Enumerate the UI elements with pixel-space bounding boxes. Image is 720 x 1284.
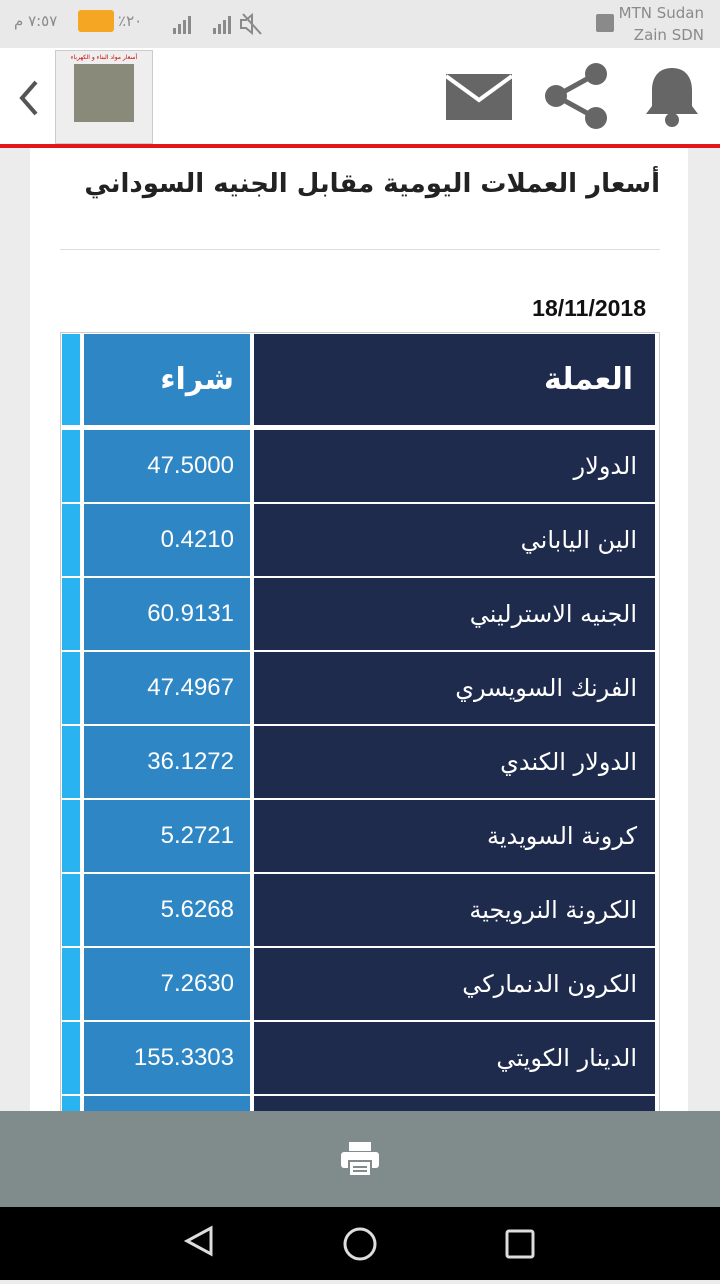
row-strip — [62, 652, 80, 724]
buy-rate: 47.4967 — [84, 652, 250, 724]
time: ٧:٥٧ م — [14, 12, 58, 30]
facebook-icon — [596, 14, 614, 32]
nav-buttons — [183, 1225, 535, 1261]
carrier: Zain SDN — [633, 26, 704, 44]
home-nav[interactable] — [343, 1227, 377, 1261]
header-cell: شراء — [84, 334, 250, 425]
buy-rate: 155.3303 — [84, 1022, 250, 1094]
buy-rate: 0.4210 — [84, 504, 250, 576]
logo: أسعار مواد البناء و الكهرباء — [55, 50, 153, 144]
buy-rate: 7.2630 — [84, 948, 250, 1020]
row-strip — [62, 874, 80, 946]
buy-rate: 5.6268 — [84, 874, 250, 946]
mail-button[interactable] — [444, 70, 514, 124]
currency-name: الدولار الكندي — [254, 726, 655, 798]
carrier: MTN Sudan — [618, 4, 704, 22]
currency-name: الين الياباني — [254, 504, 655, 576]
currency-name: الدينار الكويتي — [254, 1022, 655, 1094]
back-button[interactable] — [14, 78, 44, 118]
notification-button[interactable] — [644, 64, 700, 128]
row-strip — [62, 726, 80, 798]
bottom-bar — [0, 1111, 720, 1207]
currency-name: الجنيه الاسترليني — [254, 578, 655, 650]
divider — [60, 249, 660, 250]
back-nav[interactable] — [183, 1225, 213, 1257]
currency-name: الكرونة النرويجية — [254, 874, 655, 946]
battery: ٢٠٪ — [118, 12, 143, 30]
currency-name: الكرون الدنماركي — [254, 948, 655, 1020]
rates-table: شراء العملة 47.5000 الدولار 0.4210 الين الي… — [60, 332, 660, 1168]
row-strip — [62, 948, 80, 1020]
logo-title: أسعار مواد البناء و الكهرباء — [70, 54, 138, 61]
share-button[interactable] — [542, 60, 612, 130]
recents-nav[interactable] — [505, 1229, 535, 1259]
row-strip — [62, 1022, 80, 1094]
buy-rate: 47.5000 — [84, 430, 250, 502]
status-bar: ٧:٥٧ م ٢٠٪ MTN Sudan Zain SDN — [0, 0, 720, 48]
buy-rate: 36.1272 — [84, 726, 250, 798]
print-button[interactable] — [340, 1141, 380, 1177]
logo-image — [74, 64, 134, 122]
header-cell: العملة — [254, 334, 655, 425]
currency-name: الدولار — [254, 430, 655, 502]
row-strip — [62, 430, 80, 502]
row-strip — [62, 504, 80, 576]
currency-name: الفرنك السويسري — [254, 652, 655, 724]
date: 18/11/2018 — [532, 295, 646, 321]
nav-bar — [0, 1207, 720, 1280]
buy-rate: 60.9131 — [84, 578, 250, 650]
buy-rate: 5.2721 — [84, 800, 250, 872]
battery-icon — [78, 10, 114, 32]
app-bar: أسعار مواد البناء و الكهرباء — [0, 48, 720, 148]
currency-name: كرونة السويدية — [254, 800, 655, 872]
row-strip — [62, 578, 80, 650]
row-strip — [62, 800, 80, 872]
signal-icons — [173, 12, 262, 36]
article-title: أسعار العملات اليومية مقابل الجنيه السود… — [84, 169, 660, 199]
header-cell — [62, 334, 80, 425]
